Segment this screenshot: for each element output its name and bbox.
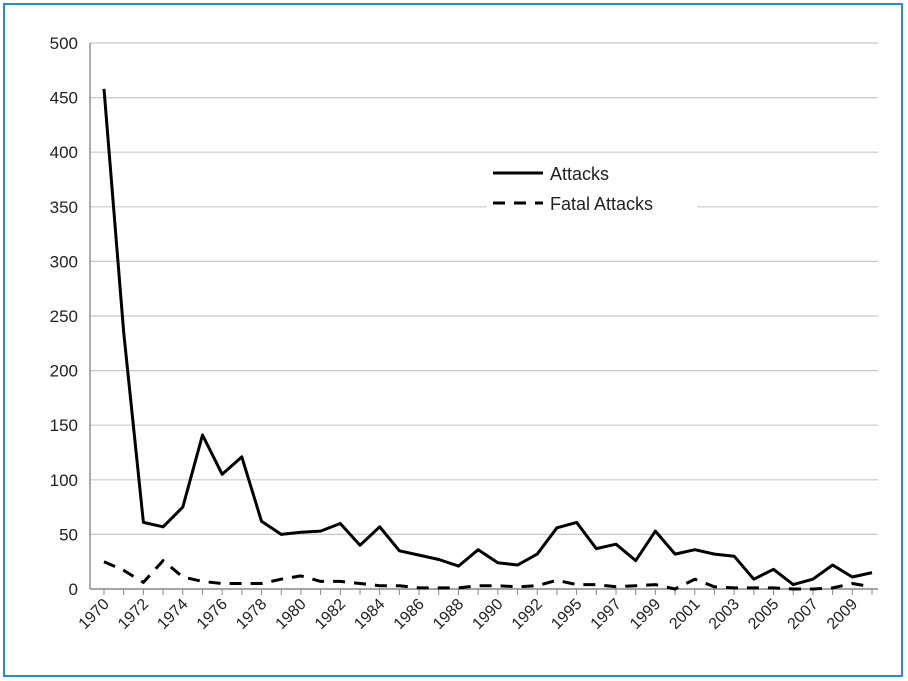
- legend-background: [487, 158, 697, 218]
- x-tick-label: 2009: [824, 596, 861, 633]
- x-tick-label: 1976: [194, 596, 231, 633]
- x-tick-label: 1980: [273, 596, 310, 633]
- y-tick-label: 300: [50, 252, 78, 271]
- x-tick-label: 1988: [430, 596, 467, 633]
- legend-label-fatal-attacks: Fatal Attacks: [550, 194, 653, 214]
- legend: Attacks Fatal Attacks: [487, 158, 697, 218]
- x-tick-label: 1992: [509, 596, 546, 633]
- gridlines: [90, 42, 878, 536]
- x-tick-label: 1995: [548, 596, 585, 633]
- chart-frame: 0 50 100 150 200 250 300 350 400 450 500 1970 1972 1…: [3, 3, 903, 677]
- y-tick-label: 350: [50, 198, 78, 217]
- y-tick-label: 450: [50, 89, 78, 108]
- x-tick-label: 1984: [351, 596, 388, 633]
- x-tick-label: 1978: [233, 596, 270, 633]
- x-tick-label: 1986: [391, 596, 428, 633]
- legend-label-attacks: Attacks: [550, 164, 609, 184]
- x-tick-label: 1982: [312, 596, 349, 633]
- x-tick-label: 2001: [666, 596, 703, 633]
- series-line-attacks: [102, 88, 873, 587]
- y-tick-label: 150: [50, 416, 78, 435]
- y-tick-label: 400: [50, 143, 78, 162]
- y-tick-label: 500: [50, 34, 78, 53]
- x-tick-label: 2005: [745, 596, 782, 633]
- y-tick-label: 250: [50, 307, 78, 326]
- x-tick-label: 2003: [706, 596, 743, 633]
- x-tick-label: 1997: [588, 596, 625, 633]
- x-tick-label: 1999: [627, 596, 664, 633]
- series-line-fatal-attacks: [103, 559, 873, 591]
- y-tick-label: 0: [69, 580, 78, 599]
- y-tick-labels: 0 50 100 150 200 250 300 350 400 450 500: [50, 34, 78, 599]
- x-tick-label: 1990: [469, 596, 506, 633]
- axes: [89, 43, 878, 595]
- x-tick-label: 1972: [115, 596, 152, 633]
- series-lines: [102, 88, 873, 591]
- x-tick-label: 1970: [76, 596, 113, 633]
- x-tick-label: 2007: [785, 596, 822, 633]
- x-tick-label: 1974: [154, 596, 191, 633]
- y-tick-label: 200: [50, 362, 78, 381]
- y-tick-label: 100: [50, 471, 78, 490]
- y-tick-label: 50: [59, 525, 78, 544]
- x-tick-labels: 1970 1972 1974 1976 1978 1980 1982 1984 1986 1988…: [76, 596, 862, 633]
